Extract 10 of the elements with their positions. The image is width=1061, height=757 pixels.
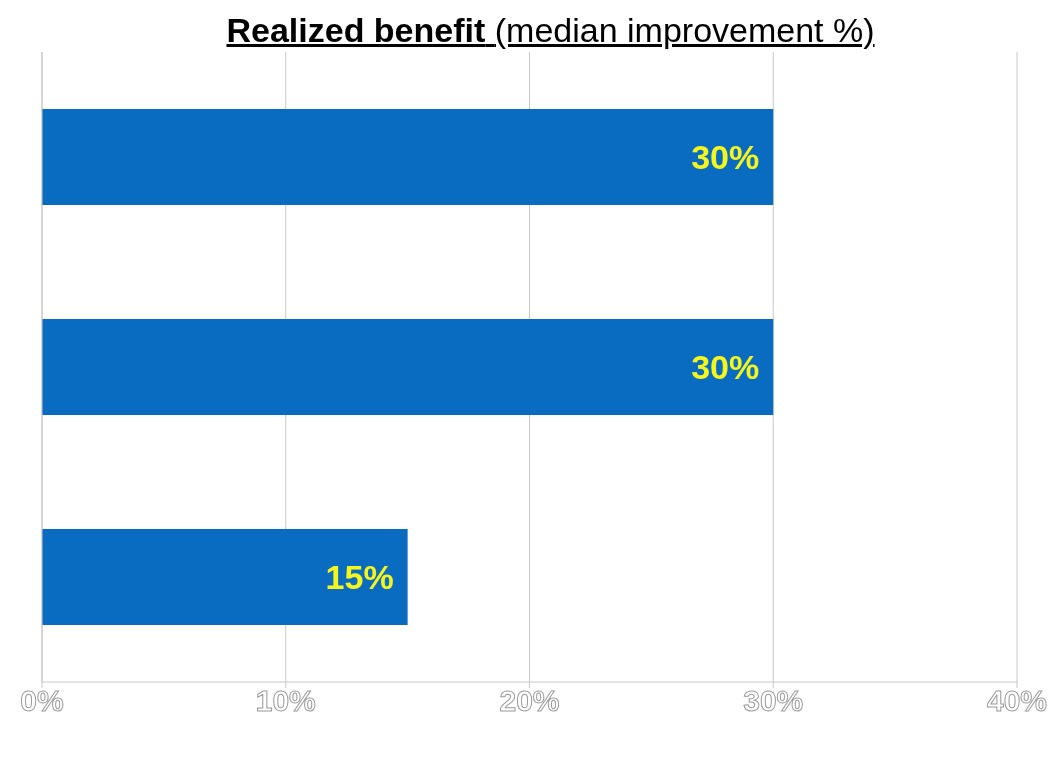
x-tick-label: 30% [743, 684, 804, 718]
x-tick-label: 0% [20, 684, 64, 718]
data-label: 15% [325, 558, 394, 596]
chart-title: Realized benefit [226, 11, 486, 49]
x-tick-label: 20% [499, 684, 560, 718]
data-label: 30% [691, 138, 760, 176]
chart-subtitle: (median improvement %) [493, 11, 875, 49]
data-label: 30% [691, 348, 760, 386]
x-tick-label: 40% [986, 684, 1048, 718]
x-tick-label: 10% [255, 684, 316, 718]
